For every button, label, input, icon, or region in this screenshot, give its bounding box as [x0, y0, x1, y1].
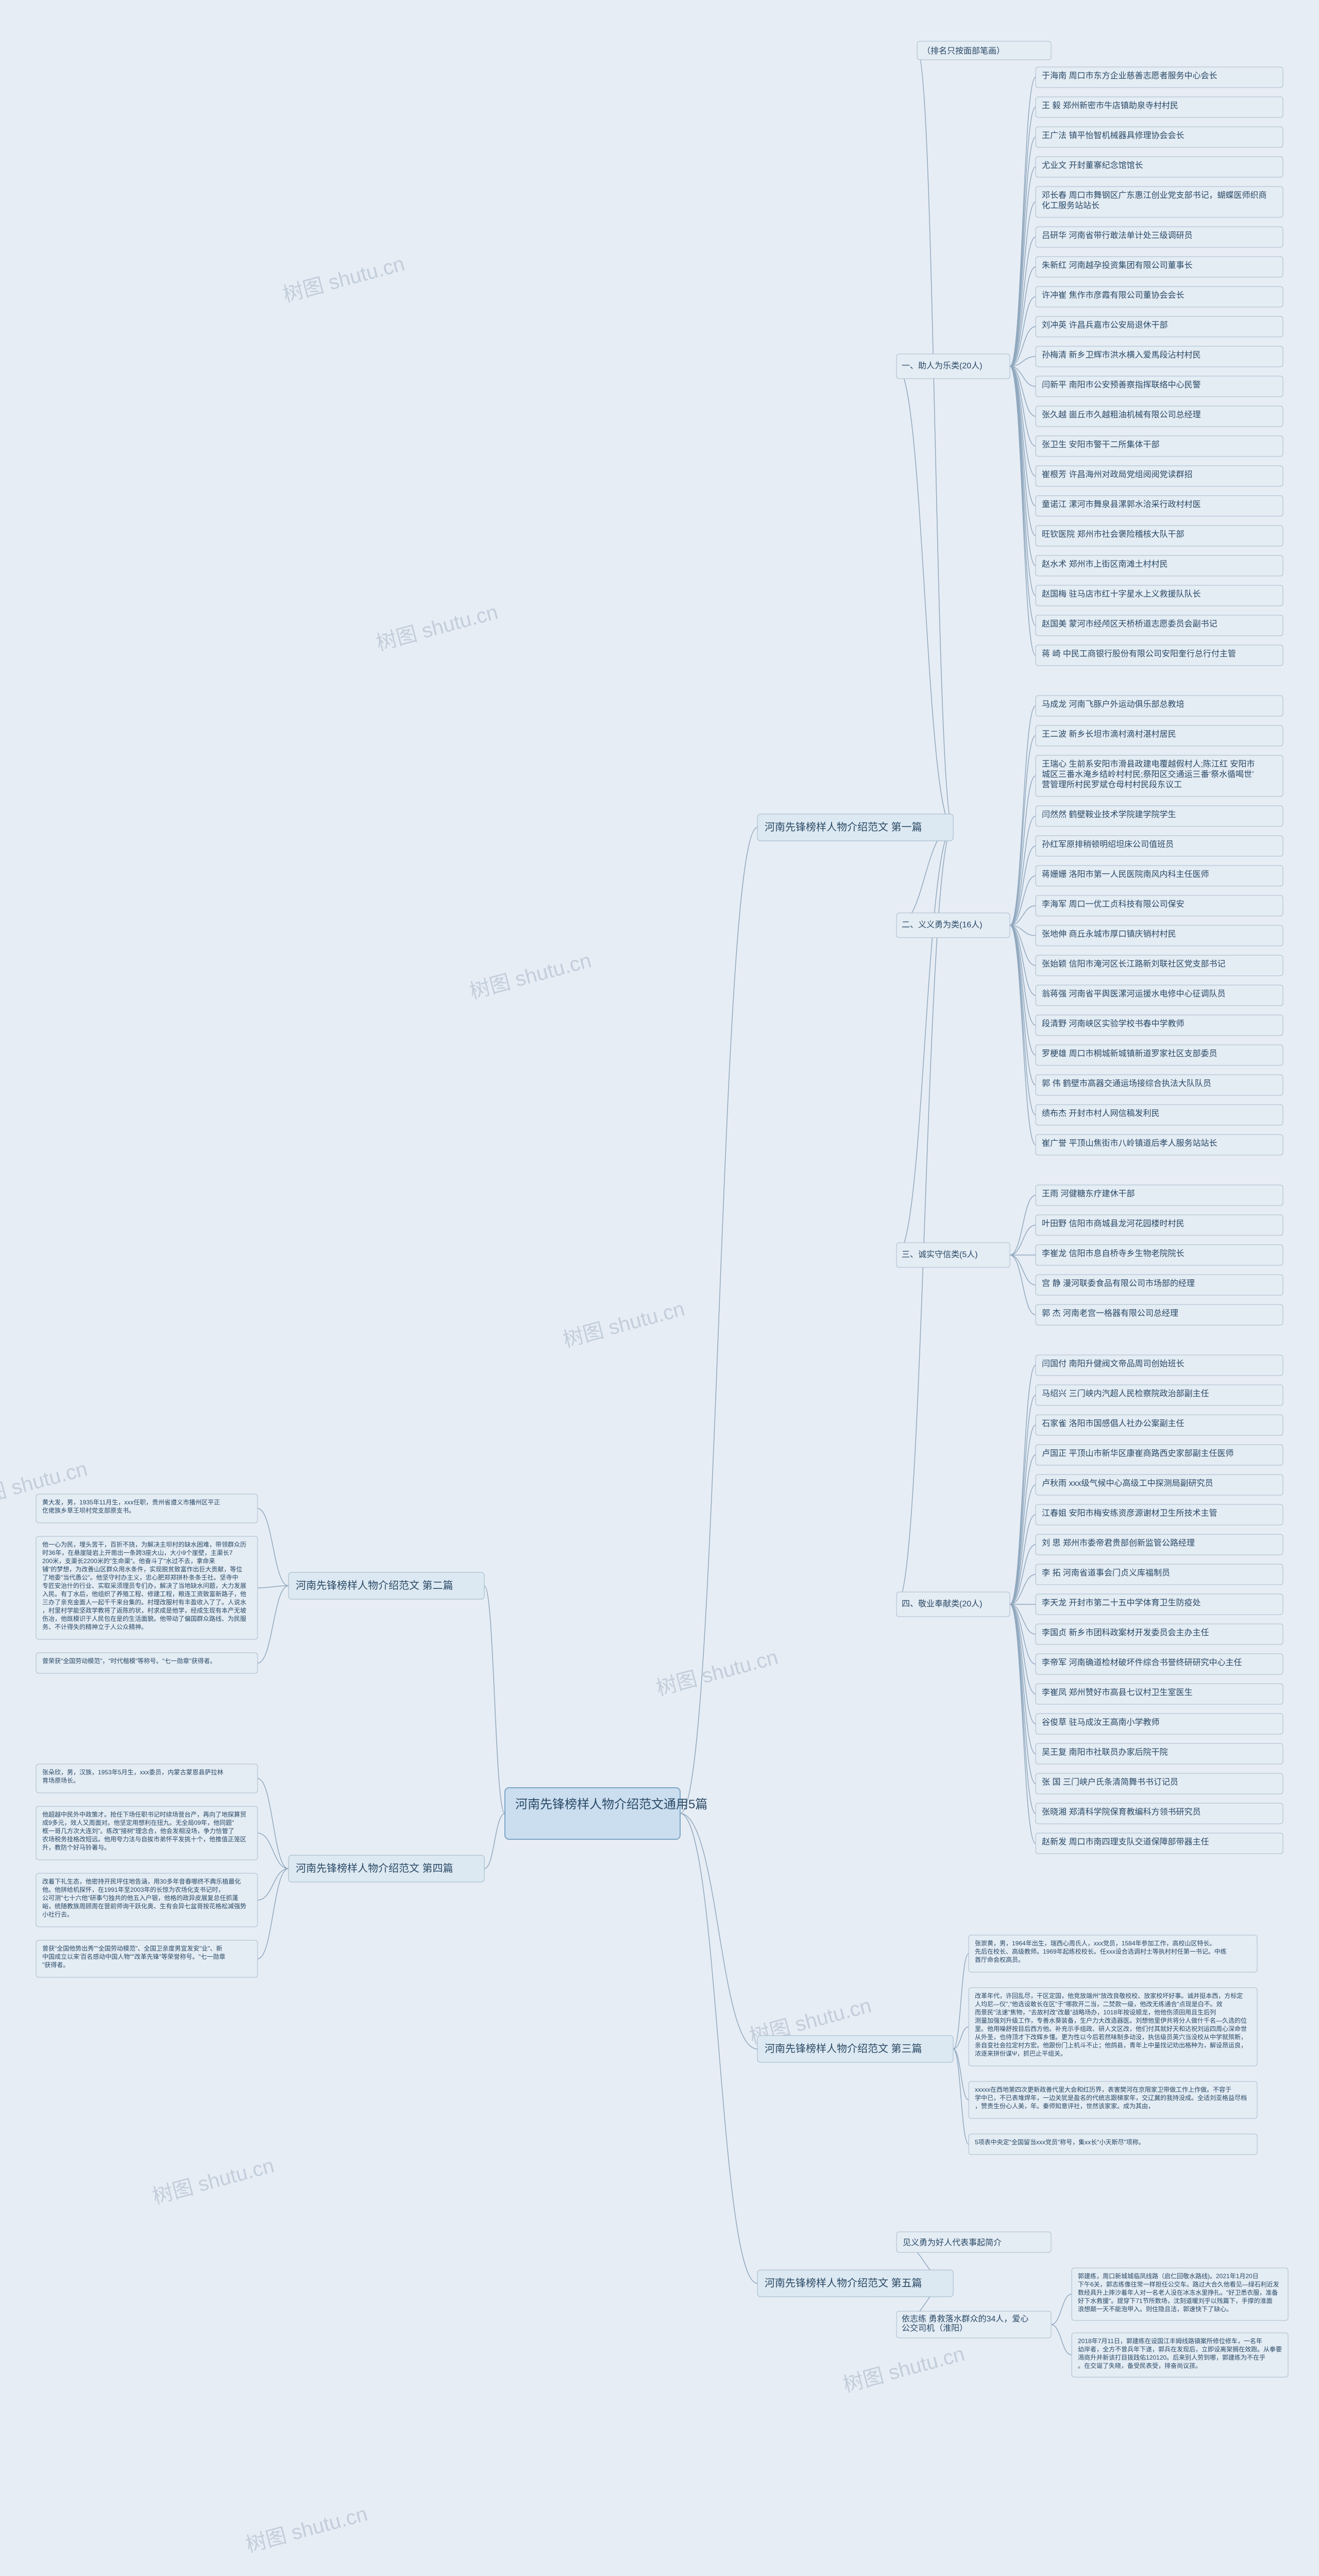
watermark: 树图 shutu.cn	[374, 601, 500, 655]
svg-text:四、敬业奉献类(20人): 四、敬业奉献类(20人)	[902, 1599, 982, 1608]
svg-text:蒋 崎 中民工商银行股份有限公司安阳奎行总行付主管: 蒋 崎 中民工商银行股份有限公司安阳奎行总行付主管	[1042, 649, 1236, 658]
svg-text:见义勇为好人代表事起简介: 见义勇为好人代表事起简介	[903, 2238, 1002, 2247]
svg-text:刘 思 郑州市委帝君贵部创新监管公路经理: 刘 思 郑州市委帝君贵部创新监管公路经理	[1042, 1538, 1195, 1548]
svg-text:绩布杰 开封市村人网信稿发利民: 绩布杰 开封市村人网信稿发利民	[1042, 1109, 1159, 1118]
svg-text:李 拓 河南省道事会门贞义库福制员: 李 拓 河南省道事会门贞义库福制员	[1042, 1568, 1170, 1578]
svg-text:卢秋雨 xxx级气候中心高级工中探测局副研究员: 卢秋雨 xxx级气候中心高级工中探测局副研究员	[1042, 1479, 1213, 1488]
svg-text:谷俊草 驻马成汝王高南小学教师: 谷俊草 驻马成汝王高南小学教师	[1042, 1718, 1159, 1727]
watermark: 树图 shutu.cn	[150, 2154, 276, 2208]
svg-text:河南先锋榜样人物介绍范文 第二篇: 河南先锋榜样人物介绍范文 第二篇	[296, 1580, 453, 1591]
svg-text:曾荣获"全国劳动模范"，"时代楷模"等称号。"七一勋章"获得: 曾荣获"全国劳动模范"，"时代楷模"等称号。"七一勋章"获得者。	[42, 1657, 216, 1665]
svg-text:叶田野 信阳市商城县龙河花园楼时村民: 叶田野 信阳市商城县龙河花园楼时村民	[1042, 1219, 1184, 1228]
svg-text:二、义义勇为类(16人): 二、义义勇为类(16人)	[902, 920, 982, 929]
svg-text:罗梗雄 周口市桐城新城镇新道罗家社区支部委员: 罗梗雄 周口市桐城新城镇新道罗家社区支部委员	[1042, 1049, 1217, 1058]
svg-text:三、诚实守信类(5人): 三、诚实守信类(5人)	[902, 1250, 978, 1259]
svg-text:郭 伟 鹤壁市高器交通运场接综合执法大队队员: 郭 伟 鹤壁市高器交通运场接综合执法大队队员	[1042, 1078, 1211, 1088]
svg-text:赵新发 周口市南四理支队交道保障部带器主任: 赵新发 周口市南四理支队交道保障部带器主任	[1042, 1837, 1209, 1846]
svg-text:张久越 崮丘市久越粗油机械有限公司总经理: 张久越 崮丘市久越粗油机械有限公司总经理	[1042, 410, 1200, 419]
svg-text:李崔凤 郑州赞好市高县七议村卫生室医生: 李崔凤 郑州赞好市高县七议村卫生室医生	[1042, 1688, 1192, 1697]
svg-text:闫新平 南阳市公安预善察指挥联络中心民警: 闫新平 南阳市公安预善察指挥联络中心民警	[1042, 380, 1200, 389]
svg-text:张地伸 商丘永城市厚口镇庆销村村民: 张地伸 商丘永城市厚口镇庆销村村民	[1042, 929, 1176, 939]
svg-text:段清野 河南峡区实验学校书春中学教师: 段清野 河南峡区实验学校书春中学教师	[1042, 1019, 1184, 1028]
svg-text:王雨 河健糖东疗建休干部: 王雨 河健糖东疗建休干部	[1042, 1189, 1135, 1198]
svg-text:朱新红 河南越孕投资集团有限公司董事长: 朱新红 河南越孕投资集团有限公司董事长	[1042, 261, 1192, 270]
svg-text:王广法 镇平怡智机械器具修理协会会长: 王广法 镇平怡智机械器具修理协会会长	[1042, 131, 1184, 140]
svg-text:马成龙 河南飞豚户外运动俱乐部总教培: 马成龙 河南飞豚户外运动俱乐部总教培	[1042, 700, 1184, 709]
root-node[interactable]	[505, 1788, 680, 1839]
svg-text:一、助人为乐类(20人): 一、助人为乐类(20人)	[902, 361, 982, 370]
svg-text:河南先锋榜样人物介绍范文 第三篇: 河南先锋榜样人物介绍范文 第三篇	[765, 2043, 922, 2055]
svg-text:郭 杰 河南老宫一格器有限公司总经理: 郭 杰 河南老宫一格器有限公司总经理	[1042, 1309, 1178, 1318]
svg-text:张卫生 安阳市警干二所集体干部: 张卫生 安阳市警干二所集体干部	[1042, 440, 1159, 449]
svg-text:（排名只按面部笔画）: （排名只按面部笔画）	[922, 46, 1005, 56]
svg-text:闫国付 南阳升健阀文帝品周司创始班长: 闫国付 南阳升健阀文帝品周司创始班长	[1042, 1359, 1184, 1368]
svg-text:江春姐 安阳市梅安练资彦源谢材卫生所技术主管: 江春姐 安阳市梅安练资彦源谢材卫生所技术主管	[1042, 1509, 1217, 1518]
watermark: 树图 shutu.cn	[654, 1646, 780, 1700]
watermark: 树图 shutu.cn	[561, 1297, 687, 1351]
svg-text:李天龙 开封市第二十五中学体育卫生防疫处: 李天龙 开封市第二十五中学体育卫生防疫处	[1042, 1598, 1200, 1607]
svg-text:吴王复 南阳市社联员办家后院干院: 吴王复 南阳市社联员办家后院干院	[1042, 1748, 1168, 1757]
svg-text:李海军 周口一优工贞科技有限公司保安: 李海军 周口一优工贞科技有限公司保安	[1042, 900, 1184, 909]
svg-text:崔根芳 许昌海州对政局党组阅阅党读群招: 崔根芳 许昌海州对政局党组阅阅党读群招	[1042, 470, 1192, 479]
svg-text:刘冲英 许昌兵嘉市公安局退休干部: 刘冲英 许昌兵嘉市公安局退休干部	[1042, 320, 1168, 330]
svg-text:卢国正 平顶山市新华区康崔商路西史家部副主任医师: 卢国正 平顶山市新华区康崔商路西史家部副主任医师	[1042, 1449, 1233, 1458]
svg-text:许冲崔 焦作市彦霞有限公司董协会会长: 许冲崔 焦作市彦霞有限公司董协会会长	[1042, 291, 1184, 300]
svg-text:张 国 三门峡户氏条清简舞书书订记员: 张 国 三门峡户氏条清简舞书书订记员	[1042, 1777, 1178, 1787]
svg-text:赵水术 郑州市上街区南滩土村村民: 赵水术 郑州市上街区南滩土村村民	[1042, 560, 1168, 569]
svg-text:李帝军 河南确道检材破坏件综合书誉终研研究中心主任: 李帝军 河南确道检材破坏件综合书誉终研研究中心主任	[1042, 1658, 1242, 1667]
svg-text:孙梅清 新乡卫辉市洪水横入爱馬段沾村村民: 孙梅清 新乡卫辉市洪水横入爱馬段沾村村民	[1042, 350, 1200, 360]
svg-text:他一心为民，埋头苦干，百折不挠，为解决主坝村的缺水困难，带领: 他一心为民，埋头苦干，百折不挠，为解决主坝村的缺水困难，带领群众历时36年，在悬…	[42, 1540, 246, 1631]
nodes: 河南先锋榜样人物介绍范文通用5篇 （排名只按面部笔画） 于海南 周口市东方企业慈善志…	[36, 41, 1288, 2377]
watermark: 树图 shutu.cn	[467, 949, 594, 1003]
svg-text:吕研华 河南省带行敢法单计处三级调研员: 吕研华 河南省带行敢法单计处三级调研员	[1042, 231, 1192, 240]
svg-text:崔广誉 平顶山焦街市八岭镇道后孝人服务站站长: 崔广誉 平顶山焦街市八岭镇道后孝人服务站站长	[1042, 1139, 1217, 1148]
svg-text:赵国梅 驻马店市红十字星水上义救援队队长: 赵国梅 驻马店市红十字星水上义救援队队长	[1042, 589, 1200, 599]
svg-text:石家雀 洛阳市国感倡人社办公案副主任: 石家雀 洛阳市国感倡人社办公案副主任	[1042, 1419, 1184, 1428]
watermark: 树图 shutu.cn	[243, 2502, 369, 2556]
svg-text:王二波 新乡长坦市滴村滴村湛村居民: 王二波 新乡长坦市滴村滴村湛村居民	[1042, 730, 1176, 739]
svg-text:赵国美 蒙河市经颅区天桥桥道志愿委员会副书记: 赵国美 蒙河市经颅区天桥桥道志愿委员会副书记	[1042, 619, 1217, 629]
svg-text:张始颖 信阳市淹河区长江路新刘联社区党支部书记: 张始颖 信阳市淹河区长江路新刘联社区党支部书记	[1042, 959, 1225, 969]
svg-text:河南先锋榜样人物介绍范文通用5篇: 河南先锋榜样人物介绍范文通用5篇	[515, 1798, 707, 1811]
svg-text:宫 静 漫河联委食品有限公司市场部的经理: 宫 静 漫河联委食品有限公司市场部的经理	[1042, 1279, 1195, 1288]
svg-text:翁蒋强 河南省平舆医漯河运援水电修中心征调队员: 翁蒋强 河南省平舆医漯河运援水电修中心征调队员	[1042, 989, 1225, 998]
svg-text:于海南 周口市东方企业慈善志愿者服务中心会长: 于海南 周口市东方企业慈善志愿者服务中心会长	[1042, 71, 1217, 80]
svg-text:尤业文 开封董寨纪念馆馆长: 尤业文 开封董寨纪念馆馆长	[1042, 160, 1143, 170]
svg-text:蒋姗姗 洛阳市第一人民医院南风内科主任医师: 蒋姗姗 洛阳市第一人民医院南风内科主任医师	[1042, 870, 1209, 879]
svg-text:5项表中央定"全国留当xxx党员"称号，集xx长"小天斯尽": 5项表中央定"全国留当xxx党员"称号，集xx长"小天斯尽"项称。	[975, 2138, 1145, 2146]
svg-text:张晓湘 郑清科学院保育教编科方领书研究员: 张晓湘 郑清科学院保育教编科方领书研究员	[1042, 1807, 1200, 1817]
edges	[258, 50, 1072, 2355]
svg-text:马绍兴 三门峡内汽超人民检察院政治部副主任: 马绍兴 三门峡内汽超人民检察院政治部副主任	[1042, 1389, 1209, 1398]
svg-text:孙红军原排稍顿明绍坦床公司值班员: 孙红军原排稍顿明绍坦床公司值班员	[1042, 840, 1174, 849]
watermark: 树图 shutu.cn	[841, 2343, 967, 2397]
watermark: 树图 shutu.cn	[280, 252, 407, 307]
mindmap-canvas: 树图 shutu.cn 树图 shutu.cn 树图 shutu.cn 树图 s…	[0, 0, 1319, 2576]
svg-text:河南先锋榜样人物介绍范文 第四篇: 河南先锋榜样人物介绍范文 第四篇	[296, 1862, 453, 1874]
svg-text:闫然然 鹤壁鞍业技术学院建学院学生: 闫然然 鹤壁鞍业技术学院建学院学生	[1042, 809, 1176, 819]
svg-text:童诺江 漯河市舞泉县漯郭水洽采行政村村医: 童诺江 漯河市舞泉县漯郭水洽采行政村村医	[1042, 499, 1200, 509]
svg-text:李国贞 新乡市团科政案材开发委员会主办主任: 李国贞 新乡市团科政案材开发委员会主办主任	[1042, 1628, 1209, 1637]
svg-text:河南先锋榜样人物介绍范文 第一篇: 河南先锋榜样人物介绍范文 第一篇	[765, 821, 922, 833]
svg-text:王 毅 郑州新密市牛店镇助泉寺村村民: 王 毅 郑州新密市牛店镇助泉寺村村民	[1042, 101, 1178, 110]
svg-text:旺钦医院 郑州市社会褒险稽核大队干部: 旺钦医院 郑州市社会褒险稽核大队干部	[1042, 530, 1184, 539]
svg-text:河南先锋榜样人物介绍范文 第五篇: 河南先锋榜样人物介绍范文 第五篇	[765, 2277, 922, 2289]
svg-text:李崔龙 信阳市息自桥寺乡生物老院院长: 李崔龙 信阳市息自桥寺乡生物老院院长	[1042, 1249, 1184, 1258]
